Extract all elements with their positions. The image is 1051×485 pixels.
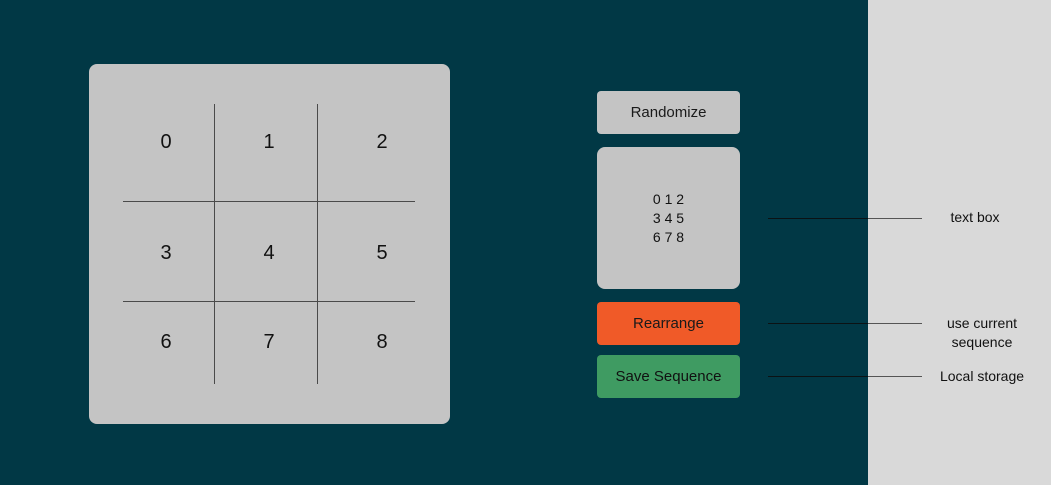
rearrange-annotation-line-1: use current [946, 315, 1018, 331]
grid-line-vertical-2 [317, 104, 318, 384]
grid-line-horizontal-2 [123, 301, 415, 302]
text-box-line-3: 6 7 8 [652, 228, 685, 245]
board-cell-5[interactable]: 5 [376, 242, 388, 264]
text-box-line-1: 0 1 2 [652, 190, 685, 207]
save-sequence-button[interactable]: Save Sequence [597, 355, 740, 398]
sequence-text-box[interactable]: 0 1 2 3 4 5 6 7 8 [597, 147, 740, 289]
board-cell-7[interactable]: 7 [263, 331, 275, 353]
grid-line-vertical-1 [214, 104, 215, 384]
rearrange-annotation-line-2: sequence [951, 334, 1013, 350]
board-cell-2[interactable]: 2 [376, 131, 388, 153]
text-box-connector-line [768, 218, 922, 219]
app-panel: 0 1 2 3 4 5 6 7 8 Randomize 0 1 2 3 4 5 … [0, 0, 868, 485]
board-cell-6[interactable]: 6 [160, 331, 172, 353]
board-cell-1[interactable]: 1 [263, 131, 275, 153]
randomize-button[interactable]: Randomize [597, 91, 740, 134]
board-cell-8[interactable]: 8 [376, 331, 388, 353]
puzzle-board: 0 1 2 3 4 5 6 7 8 [89, 64, 450, 424]
save-connector-line [768, 376, 922, 377]
text-box-line-2: 3 4 5 [652, 209, 685, 226]
board-cell-3[interactable]: 3 [160, 242, 172, 264]
grid-line-horizontal-1 [123, 201, 415, 202]
text-box-annotation: text box [950, 209, 1000, 225]
rearrange-button[interactable]: Rearrange [597, 302, 740, 345]
rearrange-connector-line [768, 323, 922, 324]
save-annotation: Local storage [939, 368, 1025, 384]
board-cell-4[interactable]: 4 [263, 242, 275, 264]
rearrange-annotation: use current sequence [928, 314, 1036, 352]
board-cell-0[interactable]: 0 [160, 131, 172, 153]
